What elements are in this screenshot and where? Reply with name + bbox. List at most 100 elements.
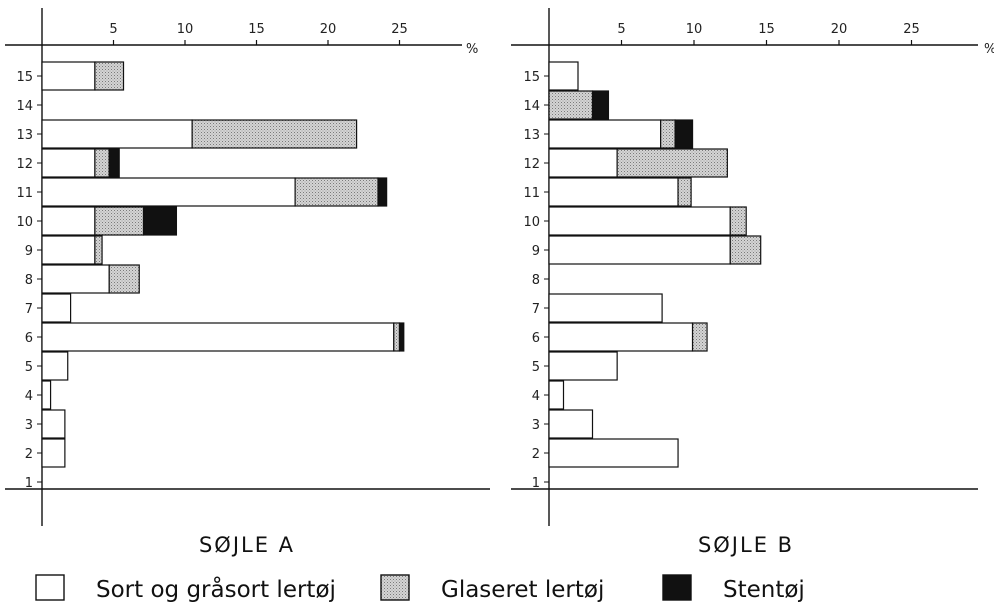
panel-title: SØJLE B — [698, 533, 794, 557]
layer-label: 12 — [16, 157, 33, 172]
layer-label: 15 — [523, 70, 540, 85]
layer-label: 11 — [523, 186, 540, 201]
legend-label: Glaseret lertøj — [441, 577, 604, 603]
bar-segment-sort-lertoj — [548, 119, 662, 149]
bar-segment-glaseret-lertoj — [191, 119, 358, 149]
bar-segment-sort-lertoj — [548, 351, 618, 381]
panel-soejle-a: 5 10 15 20 25% 15 14 13 12 11 10 9 8 7 6 5 4 3 2 1 SØJLE A — [5, 8, 490, 557]
layer-label: 10 — [523, 215, 540, 230]
bar-segment-glaseret-lertoj — [294, 177, 379, 207]
layer-label: 13 — [523, 128, 540, 143]
bar-segment-sort-lertoj — [548, 293, 663, 323]
bar-segment-glaseret-lertoj — [677, 177, 692, 207]
bar-segment-stentoj — [674, 119, 694, 149]
bar-segment-sort-lertoj — [548, 61, 579, 91]
layer-label: 8 — [25, 273, 33, 288]
panel-soejle-b: 5 10 15 20 25% 15 14 13 12 11 10 9 8 7 6 5 4 3 2 1 SØJLE B — [511, 8, 994, 557]
layer-label: 7 — [25, 302, 33, 317]
layer-label: 1 — [25, 476, 33, 491]
layer-label: 3 — [25, 418, 33, 433]
bar-segment-sort-lertoj — [41, 293, 72, 323]
bar-segment-sort-lertoj — [548, 380, 565, 410]
layer-label: 5 — [532, 360, 540, 375]
x-tick-label: 5 — [109, 22, 117, 37]
bar-segment-stentoj — [377, 177, 388, 207]
layer-label: 9 — [532, 244, 540, 259]
legend-swatch-1 — [380, 574, 410, 601]
layer-label: 4 — [532, 389, 540, 404]
bar-segment-glaseret-lertoj — [94, 148, 110, 178]
bar-segment-sort-lertoj — [548, 235, 731, 265]
x-tick-label: 20 — [831, 22, 848, 37]
layer-label: 8 — [532, 273, 540, 288]
layer-label: 4 — [25, 389, 33, 404]
bar-segment-sort-lertoj — [548, 409, 594, 439]
layer-label: 3 — [532, 418, 540, 433]
legend: Sort og gråsort lertøj Glaseret lertøj Ste… — [35, 574, 805, 603]
bar-segment-glaseret-lertoj — [108, 264, 140, 294]
x-unit-label: % — [466, 42, 478, 57]
layer-label: 15 — [16, 70, 33, 85]
x-tick-label: 10 — [177, 22, 194, 37]
layer-label: 10 — [16, 215, 33, 230]
legend-label: Stentøj — [723, 577, 805, 603]
bar-segment-sort-lertoj — [41, 206, 96, 236]
bar-segment-stentoj — [108, 148, 120, 178]
bar-segment-sort-lertoj — [41, 264, 110, 294]
bar-segment-sort-lertoj — [41, 409, 66, 439]
x-tick-label: 25 — [391, 22, 408, 37]
x-tick-label: 10 — [686, 22, 703, 37]
layer-label: 1 — [532, 476, 540, 491]
layer-label: 6 — [532, 331, 540, 346]
layer-label: 13 — [16, 128, 33, 143]
legend-swatch-2 — [662, 574, 692, 601]
bar-segment-glaseret-lertoj — [729, 206, 747, 236]
layer-label: 9 — [25, 244, 33, 259]
layer-label: 11 — [16, 186, 33, 201]
bar-segment-stentoj — [398, 322, 405, 352]
bar-segment-glaseret-lertoj — [393, 322, 401, 352]
bar-segment-glaseret-lertoj — [616, 148, 728, 178]
bar-segment-sort-lertoj — [41, 177, 296, 207]
layer-label: 5 — [25, 360, 33, 375]
bar-segment-stentoj — [142, 206, 178, 236]
legend-swatch-0 — [35, 574, 65, 601]
bar-segment-sort-lertoj — [41, 119, 193, 149]
x-tick-label: 5 — [617, 22, 625, 37]
x-unit-label: % — [984, 42, 994, 57]
panel-title: SØJLE A — [199, 533, 295, 557]
bar-segment-sort-lertoj — [548, 206, 731, 236]
bar-segment-sort-lertoj — [41, 380, 52, 410]
layer-label: 14 — [16, 99, 33, 114]
bar-segment-sort-lertoj — [548, 438, 679, 468]
bar-segment-sort-lertoj — [41, 148, 96, 178]
layer-label: 6 — [25, 331, 33, 346]
bar-segment-sort-lertoj — [41, 438, 66, 468]
bar-segment-sort-lertoj — [41, 235, 96, 265]
x-tick-label: 15 — [248, 22, 265, 37]
bar-segment-glaseret-lertoj — [548, 90, 594, 120]
layer-label: 2 — [25, 447, 33, 462]
bar-segment-sort-lertoj — [548, 322, 694, 352]
layer-label: 12 — [523, 157, 540, 172]
bar-segment-sort-lertoj — [41, 322, 395, 352]
bar-segment-glaseret-lertoj — [729, 235, 762, 265]
bar-segment-glaseret-lertoj — [94, 206, 145, 236]
layer-label: 7 — [532, 302, 540, 317]
bar-segment-glaseret-lertoj — [94, 235, 103, 265]
legend-label: Sort og gråsort lertøj — [96, 575, 336, 603]
bar-segment-sort-lertoj — [548, 177, 679, 207]
bar-segment-stentoj — [591, 90, 610, 120]
bar-segment-glaseret-lertoj — [660, 119, 676, 149]
bar-segment-sort-lertoj — [41, 61, 96, 91]
bar-segment-sort-lertoj — [41, 351, 69, 381]
x-tick-label: 20 — [320, 22, 337, 37]
layer-label: 14 — [523, 99, 540, 114]
bar-segment-sort-lertoj — [548, 148, 618, 178]
bar-segment-glaseret-lertoj — [691, 322, 708, 352]
layer-label: 2 — [532, 447, 540, 462]
bar-segment-glaseret-lertoj — [94, 61, 125, 91]
x-tick-label: 25 — [903, 22, 920, 37]
x-tick-label: 15 — [758, 22, 775, 37]
